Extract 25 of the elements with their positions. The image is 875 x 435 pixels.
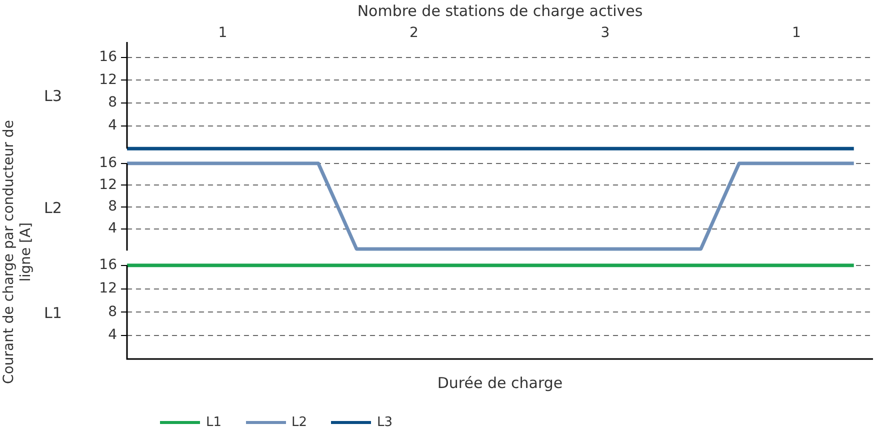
y-tick-label: 16	[99, 155, 118, 172]
x-tick-label: 1	[218, 25, 228, 42]
text: L3	[44, 87, 62, 106]
y-tick-label: 8	[108, 94, 117, 111]
text: L2	[44, 198, 62, 217]
y-tick-label: 4	[108, 220, 118, 236]
y-tick-label: 12	[99, 176, 117, 193]
text: L1	[44, 304, 62, 322]
x-tick-label: 2	[409, 25, 418, 42]
legend-label: L3	[376, 415, 393, 430]
y-tick-label: 4	[108, 117, 118, 134]
y-tick-label: 16	[99, 257, 118, 274]
y-tick-label: 8	[108, 304, 117, 320]
y-tick-label: 8	[108, 198, 117, 215]
y-tick-label: 16	[99, 49, 118, 66]
x-tick-label: 3	[600, 25, 610, 42]
x-tick-label: 1	[792, 25, 801, 42]
y-tick-label: 4	[108, 327, 118, 344]
y-tick-label: 12	[99, 72, 117, 88]
legend-label: L1	[205, 415, 222, 430]
y-axis-title: Courant de charge par conducteur de ligne [A]	[1, 119, 35, 386]
legend-label: L2	[290, 415, 308, 430]
text: Nombre de stations de charge actives	[357, 2, 643, 20]
x-axis-title: Durée de charge	[437, 374, 563, 392]
y-tick-label: 12	[99, 280, 117, 296]
